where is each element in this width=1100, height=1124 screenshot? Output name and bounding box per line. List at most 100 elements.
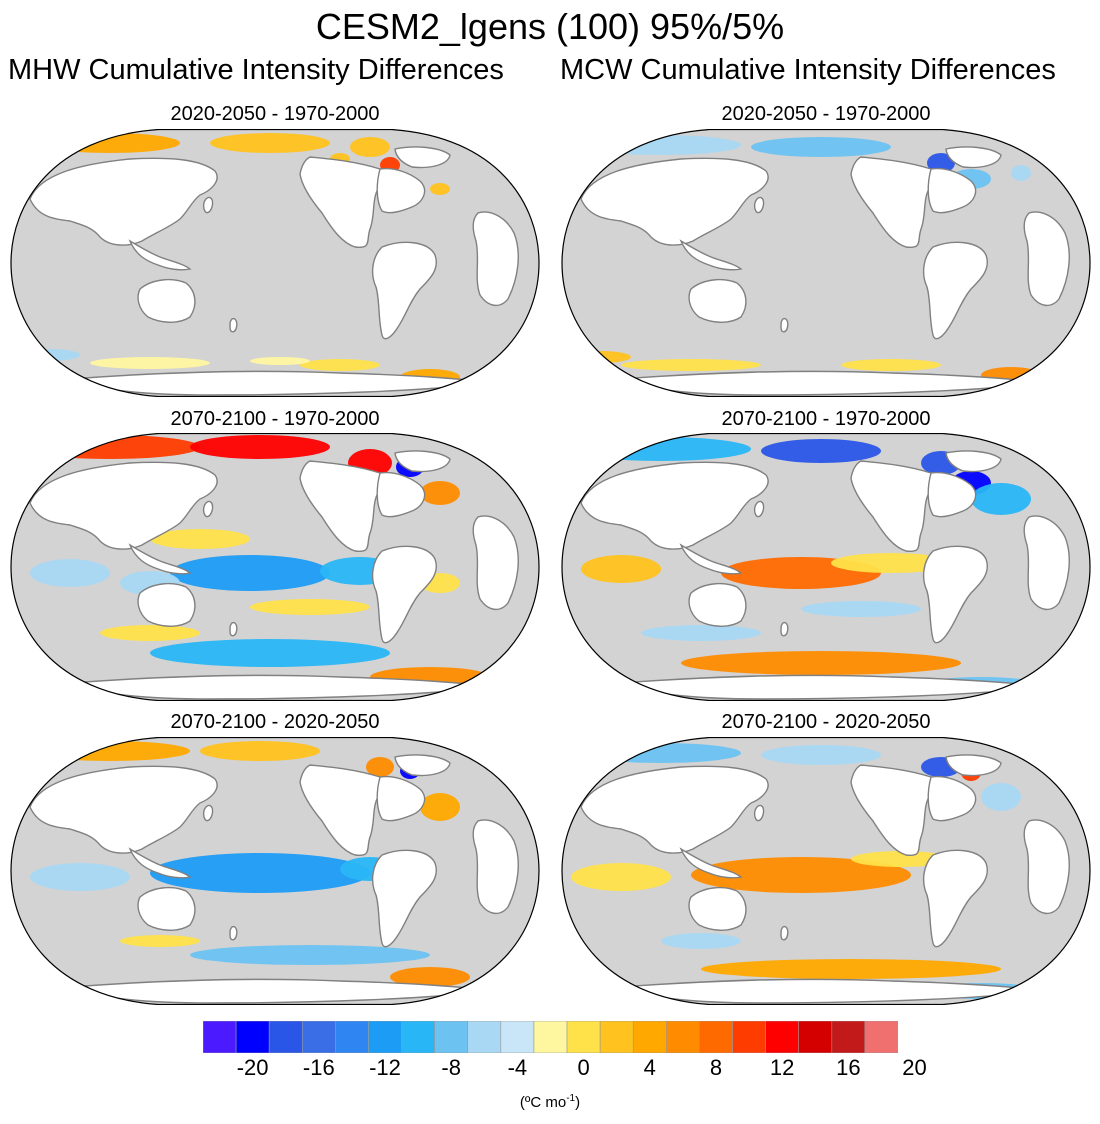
anomaly-patch (430, 183, 450, 195)
colorbar-unit: (ºC mo-1) (519, 1093, 581, 1111)
anomaly-patch (210, 133, 330, 153)
anomaly-patch (981, 783, 1021, 811)
panel-title-mcw-2: 2070-2100 - 1970-2000 (721, 408, 931, 430)
land-north-america-east (927, 167, 977, 214)
colorbar-tick-label: 4 (643, 1055, 656, 1080)
colorbar-swatch (368, 1021, 402, 1053)
anomaly-patch (30, 741, 190, 761)
land-south-america (922, 241, 988, 340)
anomaly-patch (30, 559, 110, 587)
land-asia (580, 157, 769, 246)
land-new-zealand (229, 925, 238, 941)
anomaly-patch (701, 959, 1001, 979)
colorbar-tick-label: -8 (441, 1055, 461, 1080)
colorbar-tick-label: -20 (236, 1055, 269, 1080)
anomaly-patch (571, 437, 751, 461)
land-japan (753, 500, 765, 518)
anomaly-patch (971, 483, 1031, 515)
colorbar-tick-label: 12 (769, 1055, 795, 1080)
land-asia (29, 157, 218, 246)
anomaly-patch (300, 359, 380, 371)
land-masses (29, 754, 519, 1004)
land-indochina-indonesia (128, 847, 192, 879)
land-australia (688, 278, 747, 323)
land-masses (29, 146, 519, 396)
colorbar-swatch (235, 1021, 270, 1053)
anomaly-patch (661, 933, 741, 949)
land-north-america-east (927, 775, 977, 822)
map-frame (10, 737, 540, 1005)
map-frame (561, 129, 1091, 397)
land-north-america-east (376, 775, 426, 822)
colorbar-swatch (831, 1021, 866, 1053)
anomaly-patch (100, 625, 200, 641)
map-frame (561, 737, 1091, 1005)
anomaly-patch (150, 639, 390, 667)
land-north-america-east (376, 471, 426, 518)
land-australia (688, 582, 747, 627)
colorbar (203, 1021, 898, 1053)
land-asia (29, 765, 218, 854)
land-africa-edge (1023, 515, 1070, 610)
land-indochina-indonesia (679, 543, 743, 575)
anomaly-patch (150, 853, 370, 893)
map-frame (10, 433, 540, 701)
colorbar-tick-label: 20 (902, 1055, 927, 1080)
land-africa-edge (472, 819, 519, 914)
land-new-zealand (229, 621, 238, 637)
land-indochina-indonesia (679, 847, 743, 879)
panel-title-mhw-1: 2020-2050 - 1970-2000 (170, 103, 380, 125)
land-africa-edge (1023, 819, 1070, 914)
colorbar-tick-label: 8 (709, 1055, 723, 1080)
panel-title-mcw-3: 2070-2100 - 2020-2050 (721, 711, 931, 733)
map-mhw-2 (10, 433, 540, 701)
colorbar-swatch (732, 1021, 766, 1053)
land-south-america (922, 849, 988, 948)
anomaly-patch (170, 555, 330, 591)
panel-title-mhw-3: 2070-2100 - 2020-2050 (170, 711, 380, 733)
land-greenland (945, 450, 1002, 473)
land-australia (137, 278, 196, 323)
land-indochina-indonesia (128, 543, 192, 575)
land-greenland (945, 754, 1002, 777)
land-south-america (371, 241, 437, 340)
land-australia (137, 582, 196, 627)
anomaly-patch (691, 857, 911, 893)
colorbar-swatch (533, 1021, 568, 1053)
colorbar-swatch (765, 1021, 800, 1053)
anomaly-patch (20, 435, 200, 459)
colorbar-swatch (401, 1021, 435, 1053)
mhw-column-title: MHW Cumulative Intensity Differences (8, 54, 504, 86)
land-asia (29, 461, 218, 550)
colorbar-tick-label: 0 (577, 1055, 590, 1080)
anomaly-patch (366, 757, 394, 777)
land-greenland (394, 754, 451, 777)
land-indochina-indonesia (128, 239, 192, 271)
land-south-america (371, 849, 437, 948)
colorbar-tick-label: 16 (836, 1055, 861, 1080)
land-japan (202, 500, 214, 518)
colorbar-swatch (467, 1021, 502, 1053)
land-south-america (371, 545, 437, 644)
anomaly-patch (90, 357, 210, 369)
anomaly-patch (200, 741, 320, 761)
anomaly-patch (1011, 165, 1031, 181)
colorbar-swatch (203, 1021, 237, 1053)
land-new-zealand (780, 925, 789, 941)
land-japan (753, 196, 765, 214)
anomaly-patch (761, 439, 881, 463)
land-north-america-east (376, 167, 426, 214)
colorbar-swatch (666, 1021, 700, 1053)
anomaly-patch (20, 349, 80, 361)
map-mcw-3 (561, 737, 1091, 1005)
anomaly-patch (571, 863, 671, 891)
anomaly-patch (250, 599, 370, 615)
land-indochina-indonesia (679, 239, 743, 271)
colorbar-swatch (268, 1021, 303, 1053)
map-mhw-1 (10, 129, 540, 397)
anomaly-patch (571, 351, 631, 363)
land-greenland (945, 146, 1002, 169)
land-north-america-east (927, 471, 977, 518)
map-mcw-1 (561, 129, 1091, 397)
land-asia (580, 461, 769, 550)
